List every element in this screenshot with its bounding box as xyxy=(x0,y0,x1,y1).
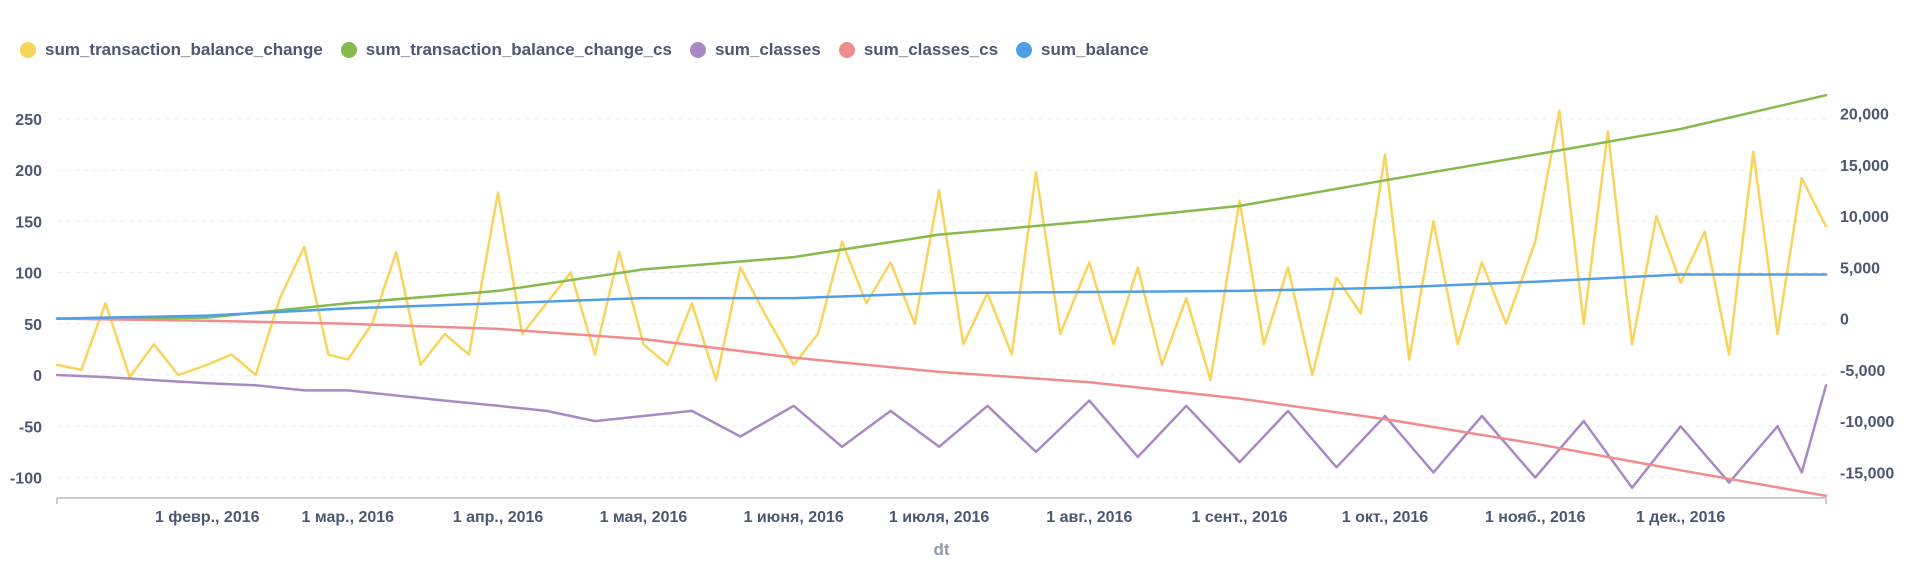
x-tick-label: 1 февр., 2016 xyxy=(155,509,260,526)
y-left-tick-label: 250 xyxy=(15,112,42,129)
x-tick-label: 1 июня, 2016 xyxy=(744,509,844,526)
y-right-tick-label: -5,000 xyxy=(1840,363,1885,380)
y-right-tick-label: 10,000 xyxy=(1840,209,1889,226)
x-tick-label: 1 нояб., 2016 xyxy=(1485,509,1586,526)
series-line-sum_classes[interactable] xyxy=(55,373,1828,490)
x-tick-label: 1 июля, 2016 xyxy=(889,509,990,526)
y-right-tick-label: 5,000 xyxy=(1840,260,1880,277)
legend-label: sum_transaction_balance_change xyxy=(45,40,323,59)
series-line-sum_classes_cs[interactable] xyxy=(55,317,1828,498)
legend-swatch xyxy=(20,42,36,58)
chart-legend: sum_transaction_balance_change sum_transa… xyxy=(20,38,1167,62)
legend-item-sum_transaction_balance_change_cs[interactable]: sum_transaction_balance_change_cs xyxy=(340,40,672,60)
x-tick-label: 1 апр., 2016 xyxy=(453,509,544,526)
legend-label: sum_transaction_balance_change_cs xyxy=(365,40,672,59)
legend-item-sum_transaction_balance_change[interactable]: sum_transaction_balance_change xyxy=(20,40,323,60)
axes: -100 -50 0 50 100 150 200 250 -15,000 -10,000 -5,0… xyxy=(10,107,1894,526)
x-tick-label: 1 мар., 2016 xyxy=(302,509,395,526)
legend-label: sum_balance xyxy=(1041,40,1149,59)
x-tick-label: 1 сент., 2016 xyxy=(1191,509,1287,526)
y-left-tick-label: 0 xyxy=(33,368,42,385)
legend-label: sum_classes xyxy=(714,40,821,59)
legend-item-sum_balance[interactable]: sum_balance xyxy=(1016,40,1149,60)
legend-swatch xyxy=(340,42,357,58)
legend-swatch xyxy=(838,42,855,58)
series-line-sum_balance[interactable] xyxy=(55,273,1828,320)
legend-swatch xyxy=(1016,42,1033,58)
series-line-sum_transaction_balance_change[interactable] xyxy=(55,109,1828,382)
gridlines xyxy=(57,118,1826,478)
y-left-tick-label: -50 xyxy=(19,419,42,436)
x-tick-label: 1 авг., 2016 xyxy=(1046,509,1132,526)
legend-label: sum_classes_cs xyxy=(863,40,999,59)
y-right-tick-label: -15,000 xyxy=(1840,465,1894,482)
x-tick-label: 1 окт., 2016 xyxy=(1342,509,1429,526)
y-left-tick-label: 100 xyxy=(15,266,42,283)
legend-swatch xyxy=(689,42,706,58)
legend-item-sum_classes[interactable]: sum_classes xyxy=(689,40,821,60)
x-tick-label: 1 дек., 2016 xyxy=(1636,509,1725,526)
y-left-tick-label: 150 xyxy=(15,214,42,231)
y-left-tick-label: 200 xyxy=(15,163,42,180)
x-axis-title: dt xyxy=(933,540,949,559)
series-line-sum_transaction_balance_change_cs[interactable] xyxy=(55,93,1828,320)
legend-item-sum_classes_cs[interactable]: sum_classes_cs xyxy=(838,40,999,60)
y-right-tick-label: -10,000 xyxy=(1840,414,1894,431)
x-tick-label: 1 мая, 2016 xyxy=(600,509,688,526)
y-right-tick-label: 20,000 xyxy=(1840,107,1889,124)
y-left-tick-label: 50 xyxy=(24,317,42,334)
y-right-tick-label: 15,000 xyxy=(1840,158,1889,175)
y-left-tick-label: -100 xyxy=(10,471,42,488)
y-right-tick-label: 0 xyxy=(1840,312,1849,329)
series-layer xyxy=(55,93,1828,498)
